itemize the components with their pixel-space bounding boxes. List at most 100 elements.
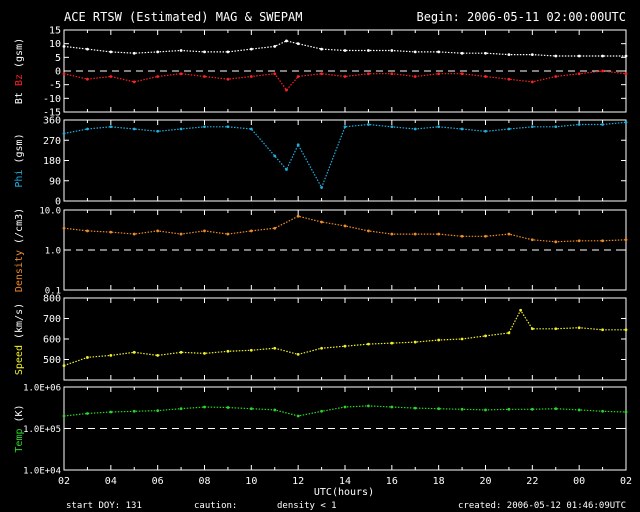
density-density-point — [203, 229, 206, 233]
temp-temp-point — [460, 407, 464, 411]
mag-bt-point — [156, 50, 160, 54]
phi-phi-point — [460, 127, 464, 131]
mag-bt-point — [343, 49, 347, 52]
temp-temp-point — [601, 409, 604, 413]
phi-phi-point — [437, 125, 441, 129]
mag-y-axis-label-part: Bt — [14, 92, 25, 104]
speed-speed-point — [132, 350, 136, 354]
phi-phi-point — [577, 123, 581, 126]
mag-bz-point — [554, 75, 558, 78]
temp-temp-point — [226, 406, 230, 409]
density-density-point — [343, 224, 347, 228]
speed-speed-point — [390, 341, 394, 345]
speed-speed-point — [249, 348, 253, 352]
speed-speed-point — [554, 327, 558, 331]
mag-bz-point — [530, 80, 534, 84]
mag-bt-point — [577, 54, 581, 58]
phi-phi-point — [530, 125, 534, 129]
speed-speed-point — [507, 331, 511, 335]
mag-bz-point — [109, 75, 113, 78]
density-density-point — [296, 214, 300, 218]
mag-bz-point — [203, 75, 206, 78]
temp-panel: 1.0E+06 1.0E+05 1.0E+04 Temp (K) — [14, 384, 628, 477]
mag-bz-point — [296, 75, 300, 78]
temp-temp-point — [179, 407, 183, 411]
phi-phi-point — [601, 123, 604, 126]
temp-temp-point — [624, 410, 628, 414]
mag-bz-point — [226, 77, 230, 81]
speed-speed-point — [86, 356, 89, 359]
phi-phi-point — [484, 129, 487, 133]
speed-y-axis-label: Speed (km/s) — [14, 303, 25, 375]
phi-phi-point — [62, 132, 66, 135]
phi-phi-point — [413, 127, 417, 131]
mag-bt-point — [320, 47, 323, 51]
density-density-point — [437, 232, 441, 236]
density-density-point — [156, 229, 160, 233]
mag-bt-point — [62, 45, 66, 48]
phi-phi-point — [296, 143, 300, 147]
mag-bt-point — [484, 51, 487, 55]
x-axis: 02 04 06 08 10 12 14 16 18 20 22 00 02 — [58, 476, 632, 487]
speed-speed-point — [109, 354, 113, 357]
speed-speed-point — [320, 346, 323, 350]
mag-bt-point — [285, 39, 288, 43]
speed-speed-point — [296, 352, 300, 356]
mag-bz-point — [179, 72, 183, 76]
x-tick-label: 16 — [386, 476, 398, 487]
x-tick-label: 00 — [573, 476, 585, 487]
density-density-point — [249, 229, 253, 233]
speed-y-axis-label-part: (km/s) — [14, 303, 25, 345]
temp-ytick-label: 1.0E+06 — [23, 384, 61, 394]
temp-temp-point — [86, 412, 89, 415]
phi-phi-point — [343, 125, 347, 129]
density-density-point — [367, 229, 370, 233]
mag-bt-point — [179, 49, 183, 52]
density-density-point — [86, 229, 89, 233]
mag-bz-point — [273, 72, 277, 76]
mag-bz-point — [601, 69, 604, 73]
speed-speed-point — [530, 327, 534, 331]
temp-temp-point — [484, 408, 487, 412]
mag-bt-point — [530, 53, 534, 56]
phi-phi-point — [367, 123, 370, 126]
density-density-point — [484, 234, 487, 238]
panels: 15 10 5 0 -5 -10 -15 Bt Bz (gsm) 360 270 180 90 0 Phi… — [14, 26, 628, 477]
temp-temp-point — [273, 408, 277, 412]
phi-ytick-label: 270 — [43, 136, 61, 147]
phi-phi-point — [203, 125, 206, 129]
speed-speed-point — [156, 354, 160, 357]
temp-y-axis-label-part: (K) — [14, 404, 25, 428]
temp-temp-point — [554, 407, 558, 411]
mag-ytick-label: 5 — [55, 53, 61, 64]
mag-bt-point — [203, 50, 206, 54]
speed-ytick-label: 500 — [43, 355, 61, 366]
mag-bz-point — [507, 77, 511, 81]
density-density-point — [226, 232, 230, 236]
density-density-point — [554, 240, 558, 244]
x-tick-label: 22 — [526, 476, 538, 487]
mag-bz-point — [367, 72, 370, 76]
mag-ytick-label: 0 — [55, 67, 61, 78]
speed-y-axis-label-part: Speed — [14, 345, 25, 375]
mag-ytick-label: -5 — [49, 80, 61, 91]
mag-bt-point — [624, 54, 628, 58]
x-tick-label: 10 — [245, 476, 257, 487]
speed-speed-point — [226, 349, 230, 353]
temp-temp-point — [62, 414, 66, 418]
density-density-point — [460, 234, 464, 238]
density-density-point — [109, 230, 113, 234]
x-tick-label: 02 — [620, 476, 632, 487]
phi-y-axis-label: Phi (gsm) — [14, 133, 25, 187]
mag-bt-point — [249, 47, 253, 51]
temp-temp-point — [249, 407, 253, 411]
x-tick-label: 08 — [198, 476, 210, 487]
temp-temp-point — [343, 405, 347, 409]
mag-bz-point — [132, 80, 136, 84]
density-density-point — [413, 232, 417, 236]
density-density-point — [320, 220, 323, 224]
phi-phi-point — [226, 125, 230, 129]
phi-frame — [63, 119, 627, 202]
mag-bz-point — [460, 72, 464, 76]
speed-speed-point — [413, 340, 417, 344]
